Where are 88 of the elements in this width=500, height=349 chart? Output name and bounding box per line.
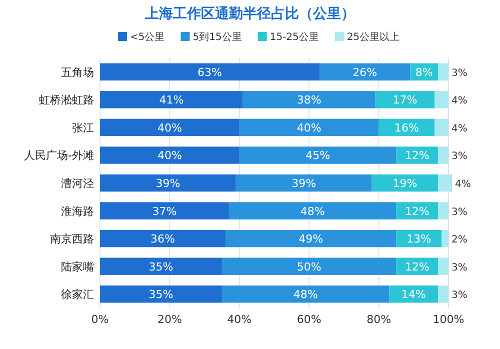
data-label: 3% <box>452 206 468 218</box>
y-tick-label: 张江 <box>72 121 94 134</box>
bar <box>438 258 449 275</box>
bar <box>239 146 396 164</box>
bar <box>239 118 379 136</box>
bar <box>222 258 396 275</box>
legend-label: <5公里 <box>130 31 165 43</box>
bar <box>438 63 449 80</box>
bar <box>434 118 449 136</box>
bar <box>225 230 396 248</box>
data-label: 12% <box>404 204 430 218</box>
bar <box>438 174 452 192</box>
data-label: 41% <box>159 94 184 107</box>
bar <box>396 202 438 220</box>
bar <box>438 202 449 220</box>
data-label: 40% <box>296 121 322 134</box>
bar <box>100 174 236 192</box>
data-label: 49% <box>298 232 324 246</box>
bar <box>222 286 390 303</box>
x-tick-label: 60% <box>296 313 322 326</box>
data-label: 3% <box>452 68 468 79</box>
data-label: 39% <box>292 177 316 190</box>
data-label: 35% <box>148 260 174 274</box>
data-label: 26% <box>352 66 378 79</box>
y-tick-label: 淮海路 <box>61 204 94 218</box>
data-label: 3% <box>452 290 468 302</box>
data-label: 39% <box>156 177 180 190</box>
x-tick-label: 80% <box>366 313 392 326</box>
y-tick-label: 漕河泾 <box>61 177 94 190</box>
data-label: 63% <box>198 66 222 79</box>
data-label: 17% <box>392 94 418 107</box>
data-label: 40% <box>157 121 182 134</box>
x-tick-label: 20% <box>157 313 182 326</box>
data-label: 12% <box>404 149 430 162</box>
bar <box>100 258 222 275</box>
data-label: 4% <box>452 96 468 107</box>
data-label: 4% <box>455 179 471 190</box>
y-tick-label: 徐家汇 <box>61 288 94 302</box>
data-label: 19% <box>392 177 418 190</box>
data-label: 38% <box>296 94 322 107</box>
data-label: 13% <box>406 232 432 246</box>
data-label: 48% <box>293 288 318 302</box>
bar <box>100 91 243 108</box>
data-label: 3% <box>452 151 468 162</box>
bar <box>100 63 320 80</box>
data-label: 50% <box>296 260 322 274</box>
y-tick-label: 虹桥淞虹路 <box>39 94 94 107</box>
legend-label: 25公里以上 <box>346 31 400 43</box>
x-tick-label: 100% <box>432 313 464 326</box>
bar <box>396 146 438 164</box>
data-label: 37% <box>152 204 177 218</box>
legend-label: 5到15公里 <box>192 31 242 43</box>
bar <box>434 91 449 108</box>
bar <box>228 202 396 220</box>
data-label: 8% <box>415 66 433 79</box>
bar <box>375 91 435 108</box>
legend-label: 15-25公里 <box>270 31 319 43</box>
data-label: 16% <box>394 121 419 134</box>
bar <box>442 230 449 248</box>
bar <box>100 202 229 220</box>
data-label: 2% <box>452 234 468 246</box>
chart-title: 上海工作区通勤半径占比（公里） <box>144 5 355 22</box>
y-tick-label: 陆家嘴 <box>61 260 94 274</box>
bar <box>236 174 372 192</box>
data-label: 36% <box>150 232 175 246</box>
bar <box>100 146 240 164</box>
bar <box>320 63 410 80</box>
y-tick-label: 人民广场-外滩 <box>24 149 94 162</box>
bar <box>100 286 222 303</box>
data-label: 12% <box>404 260 430 274</box>
x-tick-label: 0% <box>91 313 109 326</box>
data-label: 40% <box>157 149 182 162</box>
bar <box>100 230 226 248</box>
data-label: 45% <box>306 149 330 162</box>
y-tick-label: 五角场 <box>61 66 94 79</box>
bar <box>438 146 449 164</box>
bar <box>242 91 376 108</box>
bar <box>396 258 438 275</box>
bar <box>372 174 438 192</box>
bar <box>100 118 240 136</box>
data-label: 35% <box>148 288 174 302</box>
data-label: 48% <box>300 204 325 218</box>
data-label: 4% <box>452 123 468 134</box>
bar <box>438 286 449 303</box>
x-tick-label: 40% <box>227 313 252 326</box>
y-tick-label: 南京西路 <box>50 232 94 246</box>
data-label: 3% <box>452 262 468 274</box>
data-label: 14% <box>401 288 426 302</box>
